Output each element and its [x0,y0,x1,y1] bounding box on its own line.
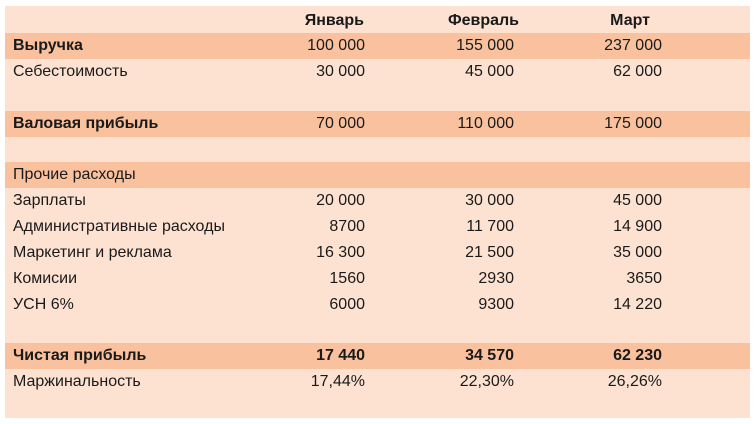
cell-january: 17 440 [316,347,365,364]
cell-february: 34 570 [465,347,514,364]
row-revenue: Выручка 100 000 155 000 237 000 [5,33,750,59]
cell-january: 20 000 [316,192,365,209]
cell-february: 110 000 [457,115,514,132]
row-cost: Себестоимость 30 000 45 000 62 000 [5,59,750,85]
row-label: Маржинальность [13,373,141,390]
cell-january: 70 000 [316,115,365,132]
cell-march: 14 900 [613,218,662,235]
row-label: Административные расходы [13,218,225,235]
column-header-february: Февраль [447,12,519,29]
cell-march: 26,26% [607,373,662,390]
row-label: Выручка [13,37,83,54]
cell-march: 175 000 [604,115,662,132]
cell-january: 8700 [329,218,365,235]
cell-january: 1560 [329,270,365,287]
cell-january: 30 000 [316,63,365,80]
cell-february: 45 000 [465,63,514,80]
cell-march: 62 000 [613,63,662,80]
row-label: Прочие расходы [13,166,136,183]
row-other-expenses: Прочие расходы [5,162,750,188]
row-margin: Маржинальность 17,44% 22,30% 26,26% [5,369,750,395]
row-tax: УСН 6% 6000 9300 14 220 [5,292,750,318]
cell-february: 30 000 [465,192,514,209]
cell-february: 22,30% [459,373,514,390]
cell-february: 2930 [478,270,514,287]
cell-march: 35 000 [613,244,662,261]
row-net-profit: Чистая прибыль 17 440 34 570 62 230 [5,343,750,369]
cell-march: 14 220 [613,296,662,313]
cell-january: 6000 [329,296,365,313]
cell-january: 16 300 [316,244,365,261]
row-marketing: Маркетинг и реклама 16 300 21 500 35 000 [5,240,750,266]
pnl-table: Январь Февраль Март Выручка 100 000 155 … [5,6,750,418]
cell-march: 3650 [626,270,662,287]
header-row: Январь Февраль Март [5,8,750,34]
cell-january: 100 000 [307,37,365,54]
row-admin-expenses: Административные расходы 8700 11 700 14 … [5,214,750,240]
row-label: УСН 6% [13,296,74,313]
cell-march: 237 000 [604,37,662,54]
row-gross-profit: Валовая прибыль 70 000 110 000 175 000 [5,111,750,137]
row-label: Комисии [13,270,78,287]
row-label: Зарплаты [13,192,86,209]
row-label: Себестоимость [13,63,128,80]
cell-february: 155 000 [456,37,514,54]
row-label: Маркетинг и реклама [13,244,172,261]
row-salaries: Зарплаты 20 000 30 000 45 000 [5,188,750,214]
row-label: Чистая прибыль [13,347,147,364]
row-commissions: Комисии 1560 2930 3650 [5,266,750,292]
cell-february: 21 500 [465,244,514,261]
cell-march: 45 000 [613,192,662,209]
cell-january: 17,44% [310,373,365,390]
column-header-january: Январь [304,12,364,29]
column-header-march: Март [610,12,650,29]
cell-march: 62 230 [613,347,662,364]
cell-february: 11 700 [466,218,514,235]
cell-february: 9300 [478,296,514,313]
row-label: Валовая прибыль [13,115,159,132]
